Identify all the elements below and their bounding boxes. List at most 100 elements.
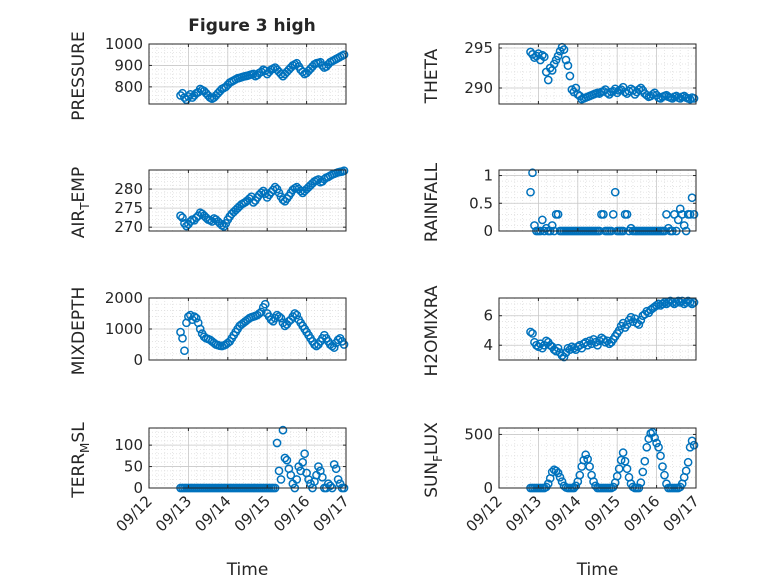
data-point (314, 462, 323, 471)
y-axis-label: H2OMIXRA (422, 285, 442, 376)
series-mixdepth (176, 299, 349, 356)
data-point (539, 52, 549, 62)
series-h2omixra (526, 296, 699, 362)
y-tick-label: 1000 (105, 320, 143, 338)
y-tick-label: 270 (114, 218, 143, 236)
data-point (652, 301, 661, 310)
y-axis-label: SUNFLUX (422, 422, 445, 498)
data-point (526, 187, 535, 197)
data-point (685, 94, 695, 104)
y-tick-label: 100 (114, 436, 143, 454)
data-point (298, 457, 308, 467)
data-point (620, 456, 630, 466)
data-point (634, 320, 644, 329)
data-point (638, 467, 648, 477)
x-axis-label: Time (226, 560, 269, 580)
data-point (603, 88, 612, 98)
data-point (587, 339, 596, 349)
data-point (658, 462, 667, 471)
x-tick-label: 09/16 (620, 492, 663, 535)
data-point (290, 309, 300, 318)
data-point (610, 187, 620, 197)
data-point (339, 340, 349, 349)
data-point (530, 221, 539, 230)
data-point (593, 340, 602, 350)
x-tick-label: 09/12 (113, 492, 156, 535)
data-point (178, 333, 187, 343)
data-point (191, 313, 201, 323)
data-point (561, 55, 571, 65)
y-tick-label: 50 (124, 458, 143, 476)
data-point (599, 210, 608, 219)
data-point (671, 298, 681, 307)
data-point (673, 215, 683, 225)
data-point (553, 210, 563, 219)
data-point (689, 210, 699, 219)
data-point (612, 471, 622, 481)
data-point (339, 50, 349, 60)
data-point (563, 343, 573, 353)
subplot-h2omixra: 4 6 H2OMIXRA (422, 285, 699, 377)
data-point (331, 464, 341, 474)
x-tick-label: 09/12 (463, 492, 506, 535)
axes-box (148, 43, 347, 105)
subplot-rainfall: 0 0.5 1 RAINFALL (422, 162, 699, 242)
y-tick-label: 0 (133, 351, 143, 369)
data-point (333, 475, 343, 484)
data-point (256, 188, 266, 198)
data-point (589, 477, 598, 486)
y-tick-label: 280 (114, 180, 143, 198)
axes-box (498, 427, 697, 489)
data-point (581, 450, 591, 460)
axes-box (498, 43, 697, 105)
data-point (608, 86, 618, 96)
data-point (318, 472, 327, 482)
data-point (270, 182, 280, 192)
data-point (278, 195, 288, 205)
data-point (339, 166, 349, 176)
data-point (689, 298, 699, 307)
axes-box (498, 297, 697, 361)
y-tick-label: 0.5 (469, 194, 493, 212)
data-point (685, 298, 695, 307)
data-point (689, 440, 699, 450)
data-point (571, 481, 581, 491)
data-point (618, 82, 628, 92)
data-point (528, 168, 537, 178)
data-point (652, 438, 661, 448)
y-axis-label: THETA (422, 48, 442, 104)
data-point (565, 71, 575, 81)
data-point (256, 307, 266, 317)
data-point (280, 453, 290, 463)
x-tick-label: 09/15 (231, 492, 274, 535)
data-point (654, 442, 663, 452)
axes-box (148, 169, 347, 232)
data-point (176, 211, 185, 221)
data-point (660, 470, 669, 480)
series-theta (526, 42, 699, 104)
y-tick-label: 0 (483, 222, 493, 240)
data-point (543, 75, 553, 85)
y-axis-label: MIXDEPTH (69, 287, 89, 376)
y-tick-label: 1 (483, 167, 493, 185)
data-point (286, 470, 296, 480)
data-point (583, 340, 593, 350)
data-point (292, 475, 302, 484)
y-tick-label: 1000 (105, 35, 143, 53)
data-point (563, 61, 573, 70)
y-tick-label: 2000 (105, 289, 143, 307)
data-point (601, 337, 610, 347)
y-tick-label: 275 (114, 199, 143, 217)
x-tick-label: 09/17 (660, 492, 703, 535)
x-tick-label: 09/13 (502, 492, 545, 535)
data-point (195, 324, 205, 334)
data-point (260, 299, 270, 309)
data-point (679, 221, 689, 230)
x-tick-label: 09/15 (581, 492, 624, 535)
data-point (266, 315, 276, 325)
data-point (553, 468, 563, 478)
data-point (180, 346, 189, 356)
